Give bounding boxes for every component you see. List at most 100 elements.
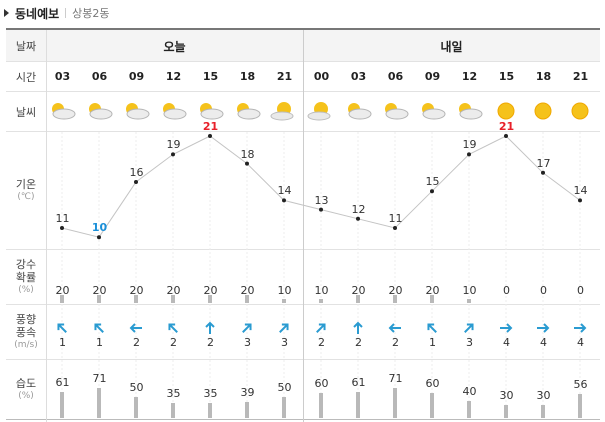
wind-speed: 4 — [540, 336, 547, 349]
wind-northeast-icon — [277, 320, 291, 334]
temperature-point — [208, 134, 212, 138]
wind-northwest-icon — [166, 320, 180, 334]
temperature-point — [430, 189, 434, 194]
humidity-bar — [319, 392, 323, 418]
humidity-bar — [208, 403, 212, 418]
rain-bar — [356, 295, 360, 303]
wind-northwest-icon — [425, 320, 439, 334]
time-label: 15 — [498, 70, 515, 83]
humidity-bar — [504, 405, 508, 418]
wind-speed: 2 — [355, 336, 362, 349]
divider — [65, 8, 67, 18]
cloudy-sun-icon — [48, 100, 76, 122]
humidity-value: 61 — [55, 376, 70, 390]
temperature-label: 15 — [425, 175, 440, 189]
row-label-date: 날짜 — [15, 39, 37, 53]
partly-sunny-icon — [270, 100, 298, 122]
rain-bar — [393, 295, 397, 303]
row-label-weather: 날씨 — [15, 105, 37, 119]
rain-bar — [134, 295, 138, 303]
rain-probability: 10 — [314, 284, 329, 297]
humidity-bar — [541, 405, 545, 418]
time-label: 06 — [91, 70, 108, 83]
humidity-bar — [60, 392, 64, 418]
time-label: 21 — [572, 70, 589, 83]
rain-probability: 20 — [351, 284, 366, 297]
location-name[interactable]: 상봉2동 — [72, 7, 110, 20]
wind-northeast-icon — [240, 320, 254, 334]
time-label: 18 — [239, 70, 256, 83]
rain-probability: 0 — [577, 284, 584, 297]
rain-bar — [282, 299, 286, 303]
wind-speed: 1 — [59, 336, 66, 349]
wind-northeast-icon — [462, 320, 476, 334]
temperature-label: 11 — [388, 212, 403, 225]
forecast-header: 동네예보 상봉2동 — [4, 4, 110, 22]
temperature-point — [97, 235, 101, 240]
rain-bar — [60, 295, 64, 303]
temperature-line — [61, 135, 581, 238]
time-label: 09 — [424, 70, 441, 83]
humidity-bar — [97, 388, 101, 418]
humidity-bar — [467, 401, 471, 418]
humidity-value: 50 — [129, 381, 144, 394]
cloudy-sun-icon — [159, 100, 187, 122]
rain-probability: 20 — [55, 284, 70, 297]
rain-probability: 10 — [277, 284, 292, 297]
humidity-value: 56 — [573, 378, 588, 392]
bullet-arrow-icon — [4, 9, 9, 17]
cloudy-sun-icon — [122, 100, 150, 122]
wind-speed: 3 — [466, 336, 473, 349]
rain-bar — [208, 295, 212, 303]
cloudy-sun-icon — [196, 100, 224, 122]
humidity-value: 35 — [166, 387, 181, 401]
temperature-point — [282, 198, 286, 203]
temperature-label: 17 — [536, 156, 551, 170]
temperature-label: 21 — [498, 120, 515, 133]
humidity-value: 61 — [351, 376, 366, 390]
wind-speed: 3 — [244, 336, 251, 349]
wind-speed: 2 — [392, 336, 399, 349]
row-label-humidity: 습도 (%) — [15, 377, 37, 401]
rain-probability: 20 — [92, 284, 107, 297]
row-label-temp: 기온 (℃) — [15, 178, 37, 202]
temperature-label: 18 — [240, 147, 255, 161]
humidity-value: 30 — [536, 389, 551, 403]
rain-probability: 20 — [425, 284, 440, 297]
wind-speed: 4 — [577, 336, 584, 349]
humidity-bar — [578, 394, 582, 418]
humidity-value: 71 — [92, 372, 107, 386]
humidity-bar — [282, 397, 286, 418]
wind-speed: 1 — [96, 336, 103, 349]
wind-northwest-icon — [55, 320, 69, 334]
wind-east-icon — [536, 320, 550, 334]
label-column-divider — [46, 30, 47, 422]
cloudy-sun-icon — [418, 100, 446, 122]
humidity-value: 60 — [314, 376, 329, 390]
rain-probability: 0 — [503, 284, 510, 297]
sunny-icon — [529, 100, 557, 122]
temperature-point — [245, 161, 249, 166]
temperature-chart — [60, 132, 582, 420]
temperature-label: 14 — [573, 184, 588, 198]
temperature-point — [578, 198, 582, 203]
wind-speed: 2 — [170, 336, 177, 349]
row-label-rain: 강수 확률 (%) — [15, 258, 37, 295]
wind-north-icon — [203, 320, 217, 334]
wind-east-icon — [499, 320, 513, 334]
humidity-value: 39 — [240, 385, 255, 399]
rain-probability: 20 — [166, 284, 181, 297]
humidity-value: 30 — [499, 389, 514, 403]
day-label-today: 오늘 — [163, 40, 186, 54]
rain-probability: 20 — [240, 284, 255, 297]
time-label: 09 — [128, 70, 145, 83]
cloudy-sun-icon — [344, 100, 372, 122]
forecast-table: 날짜 시간 날씨 기온 (℃) 강수 확률 (%) 풍향 풍속 (m/s) 습도 (%) 오… — [6, 28, 600, 422]
humidity-value: 40 — [462, 385, 477, 399]
temperature-label: 19 — [166, 138, 181, 152]
time-label: 00 — [313, 70, 330, 83]
temperature-point — [393, 226, 397, 230]
wind-east-icon — [573, 320, 587, 334]
rain-bar — [245, 295, 249, 303]
wind-northeast-icon — [314, 320, 328, 334]
